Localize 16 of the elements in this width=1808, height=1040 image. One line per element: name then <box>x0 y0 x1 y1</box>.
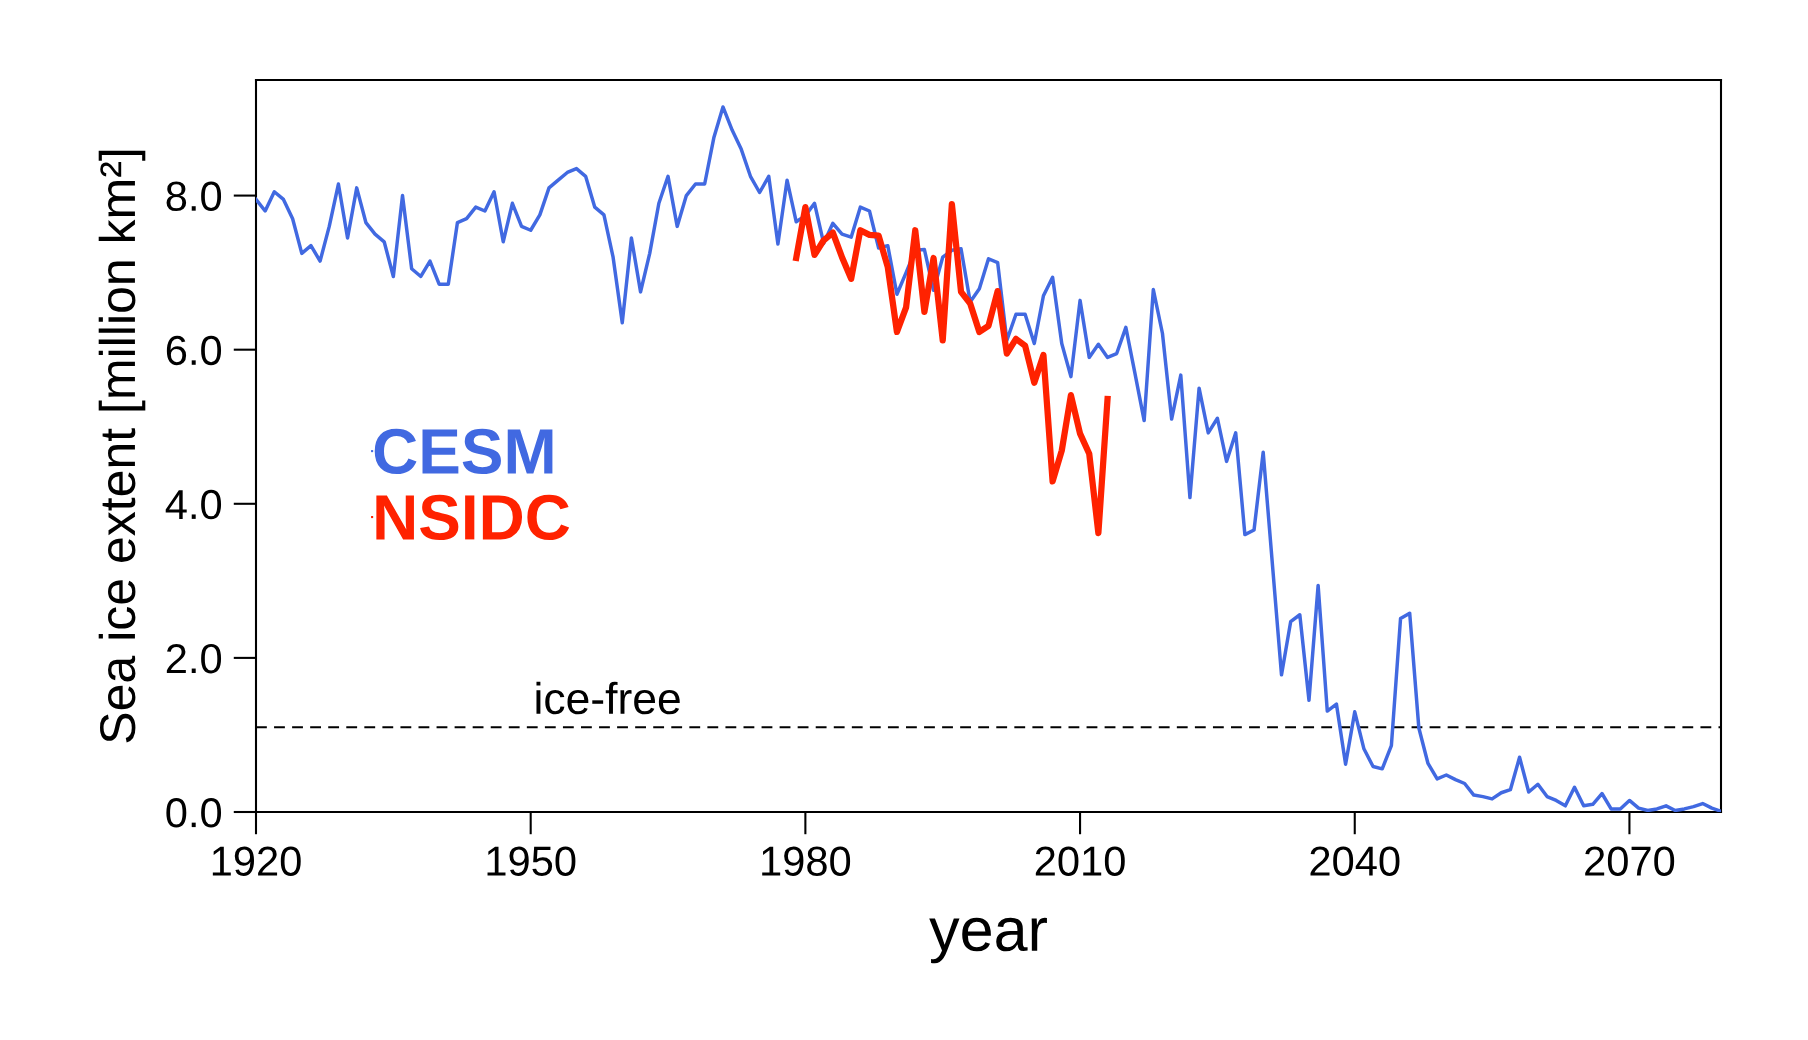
ref-line-label: ice-free <box>536 681 680 715</box>
legend-label: CESM <box>374 428 553 475</box>
x-axis-title: year <box>929 917 1047 964</box>
x-tick-label: 1980 <box>762 846 851 876</box>
x-tick-label: 2040 <box>1310 846 1400 876</box>
x-tick-label: 2070 <box>1585 846 1675 876</box>
y-tick-label: 8.0 <box>166 181 222 212</box>
y-axis-title: Sea ice extent [million km²] <box>98 150 146 743</box>
y-tick-label: 2.0 <box>166 643 222 674</box>
x-tick-label: 2010 <box>1035 846 1125 876</box>
y-tick-label: 6.0 <box>166 335 222 366</box>
x-tick-label: 1920 <box>212 846 301 876</box>
y-tick-label: 4.0 <box>165 489 222 520</box>
x-tick-label: 1950 <box>487 846 576 876</box>
legend-label: NSIDC <box>376 494 570 541</box>
y-tick-label: 0.0 <box>166 798 222 828</box>
